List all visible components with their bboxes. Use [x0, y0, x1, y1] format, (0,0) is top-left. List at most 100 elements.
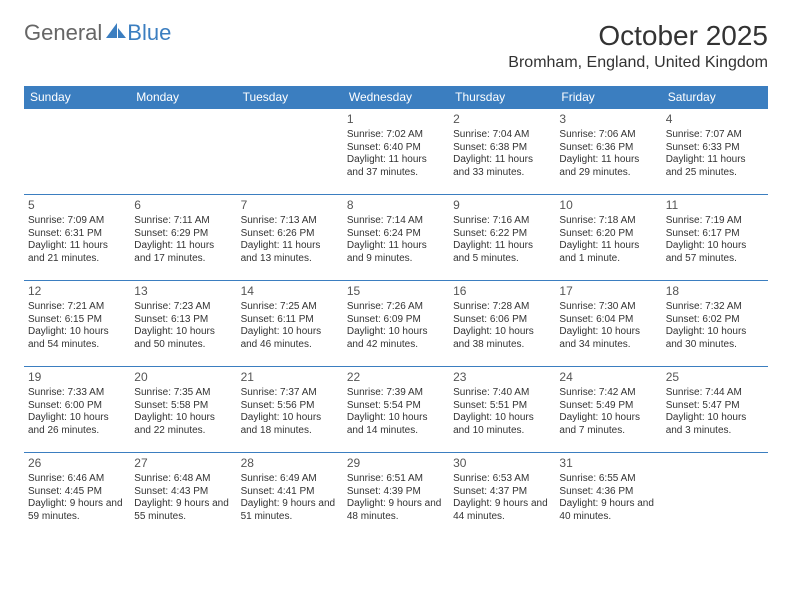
calendar-cell: 31Sunrise: 6:55 AMSunset: 4:36 PMDayligh…: [555, 453, 661, 539]
sunset-label: Sunset:: [347, 486, 381, 497]
day-info: Sunrise: 7:02 AMSunset: 6:40 PMDaylight:…: [347, 129, 445, 179]
day-number: 14: [241, 284, 339, 299]
day-number: 19: [28, 370, 126, 385]
sunset-label: Sunset:: [241, 486, 275, 497]
calendar-week: 12Sunrise: 7:21 AMSunset: 6:15 PMDayligh…: [24, 281, 768, 367]
daylight-label: Daylight:: [28, 498, 67, 509]
sunset-value: 6:31 PM: [65, 228, 102, 239]
calendar-cell: 14 Sunrise: 7:25 AMSunset: 6:11 PMDayligh…: [237, 281, 343, 367]
daylight-label: Daylight:: [559, 240, 598, 251]
sunset-label: Sunset:: [28, 314, 62, 325]
sunset-value: 6:26 PM: [277, 228, 314, 239]
day-header: Monday: [130, 86, 236, 109]
sunset-label: Sunset:: [134, 486, 168, 497]
sunset-value: 6:29 PM: [171, 228, 208, 239]
sunset-value: 6:40 PM: [384, 142, 421, 153]
daylight-label: Daylight:: [559, 154, 598, 165]
daylight-label: Daylight:: [28, 240, 67, 251]
day-number: 10: [559, 198, 657, 213]
daylight-label: Daylight:: [666, 154, 705, 165]
calendar-cell: 13Sunrise: 7:23 AMSunset: 6:13 PMDayligh…: [130, 281, 236, 367]
calendar-cell: 9Sunrise: 7:16 AMSunset: 6:22 PMDaylight…: [449, 195, 555, 281]
calendar-week: 5Sunrise: 7:09 AMSunset: 6:31 PMDaylight…: [24, 195, 768, 281]
sunrise-value: 7:16 AM: [493, 215, 530, 226]
sunset-value: 6:33 PM: [702, 142, 739, 153]
calendar-cell: 16Sunrise: 7:28 AMSunset: 6:06 PMDayligh…: [449, 281, 555, 367]
sunset-value: 4:39 PM: [384, 486, 421, 497]
daylight-label: Daylight:: [134, 240, 173, 251]
daylight-label: Daylight:: [134, 498, 173, 509]
day-info: Sunrise: 6:49 AMSunset: 4:41 PMDaylight:…: [241, 473, 339, 523]
daylight-label: Daylight:: [453, 412, 492, 423]
sunrise-value: 7:39 AM: [386, 387, 423, 398]
sunset-label: Sunset:: [28, 228, 62, 239]
sunrise-label: Sunrise:: [347, 473, 384, 484]
calendar-week: 1Sunrise: 7:02 AMSunset: 6:40 PMDaylight…: [24, 109, 768, 195]
day-number: 29: [347, 456, 445, 471]
day-number: 1: [347, 112, 445, 127]
sunrise-label: Sunrise:: [666, 129, 703, 140]
sunset-label: Sunset:: [559, 142, 593, 153]
sunset-value: 5:51 PM: [490, 400, 527, 411]
sunrise-value: 7:35 AM: [174, 387, 211, 398]
sunset-value: 6:24 PM: [384, 228, 421, 239]
sunset-value: 6:00 PM: [65, 400, 102, 411]
sunset-label: Sunset:: [453, 228, 487, 239]
day-info: Sunrise: 7:04 AMSunset: 6:38 PMDaylight:…: [453, 129, 551, 179]
day-info: Sunrise: 7:42 AMSunset: 5:49 PMDaylight:…: [559, 387, 657, 437]
daylight-label: Daylight:: [241, 326, 280, 337]
logo: General Blue: [24, 20, 171, 46]
calendar-cell: 17Sunrise: 7:30 AMSunset: 6:04 PMDayligh…: [555, 281, 661, 367]
sunrise-label: Sunrise:: [241, 301, 278, 312]
sunrise-label: Sunrise:: [241, 387, 278, 398]
sunrise-value: 6:48 AM: [174, 473, 211, 484]
day-number: 23: [453, 370, 551, 385]
sunrise-label: Sunrise:: [347, 129, 384, 140]
sunset-label: Sunset:: [559, 486, 593, 497]
day-number: 3: [559, 112, 657, 127]
sunrise-label: Sunrise:: [666, 301, 703, 312]
sunrise-value: 7:26 AM: [386, 301, 423, 312]
sunrise-label: Sunrise:: [453, 129, 490, 140]
sunset-value: 6:20 PM: [596, 228, 633, 239]
day-info: Sunrise: 7:32 AMSunset: 6:02 PMDaylight:…: [666, 301, 764, 351]
daylight-label: Daylight:: [666, 240, 705, 251]
daylight-label: Daylight:: [347, 498, 386, 509]
sunrise-value: 6:46 AM: [67, 473, 104, 484]
calendar-cell: 24Sunrise: 7:42 AMSunset: 5:49 PMDayligh…: [555, 367, 661, 453]
sunset-value: 6:22 PM: [490, 228, 527, 239]
sunset-value: 4:45 PM: [65, 486, 102, 497]
sunset-label: Sunset:: [347, 400, 381, 411]
day-number: 31: [559, 456, 657, 471]
sunset-value: 4:43 PM: [171, 486, 208, 497]
logo-text-2: Blue: [127, 20, 171, 46]
day-number: 5: [28, 198, 126, 213]
day-info: Sunrise: 6:46 AMSunset: 4:45 PMDaylight:…: [28, 473, 126, 523]
logo-text-1: General: [24, 20, 102, 46]
day-number: 22: [347, 370, 445, 385]
day-info: Sunrise: 7:25 AMSunset: 6:11 PMDaylight:…: [241, 301, 339, 351]
calendar-cell: 7Sunrise: 7:13 AMSunset: 6:26 PMDaylight…: [237, 195, 343, 281]
calendar-cell: 27Sunrise: 6:48 AMSunset: 4:43 PMDayligh…: [130, 453, 236, 539]
day-number: 2: [453, 112, 551, 127]
sunrise-label: Sunrise:: [559, 473, 596, 484]
day-number: 20: [134, 370, 232, 385]
calendar-cell: 28Sunrise: 6:49 AMSunset: 4:41 PMDayligh…: [237, 453, 343, 539]
daylight-label: Daylight:: [559, 412, 598, 423]
sunrise-label: Sunrise:: [134, 301, 171, 312]
calendar-cell: 12Sunrise: 7:21 AMSunset: 6:15 PMDayligh…: [24, 281, 130, 367]
sunrise-value: 6:49 AM: [280, 473, 317, 484]
sunrise-value: 7:11 AM: [174, 215, 210, 226]
day-header: Friday: [555, 86, 661, 109]
sunrise-value: 7:02 AM: [386, 129, 423, 140]
sunrise-value: 7:33 AM: [67, 387, 104, 398]
sunrise-value: 6:53 AM: [493, 473, 530, 484]
calendar-cell: [662, 453, 768, 539]
sunset-label: Sunset:: [666, 314, 700, 325]
day-number: 4: [666, 112, 764, 127]
calendar-cell: 29Sunrise: 6:51 AMSunset: 4:39 PMDayligh…: [343, 453, 449, 539]
day-info: Sunrise: 6:48 AMSunset: 4:43 PMDaylight:…: [134, 473, 232, 523]
sunset-label: Sunset:: [28, 486, 62, 497]
daylight-label: Daylight:: [28, 412, 67, 423]
sunset-value: 5:49 PM: [596, 400, 633, 411]
